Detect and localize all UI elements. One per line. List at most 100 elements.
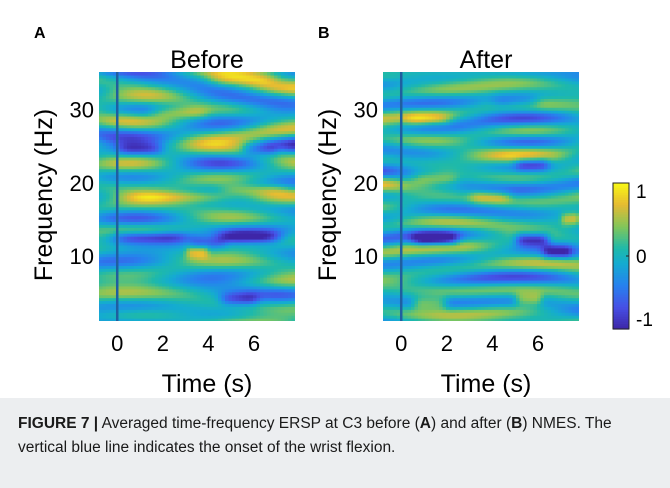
heatmap-cell: [193, 86, 198, 91]
heatmap-cell: [162, 113, 167, 117]
heatmap-cell: [228, 277, 233, 281]
heatmap-cell: [235, 145, 240, 149]
heatmap-cell: [246, 200, 251, 205]
heatmap-cell: [253, 206, 258, 211]
heatmap-cell: [214, 300, 219, 305]
heatmap-cell: [232, 288, 237, 293]
heatmap-cell: [256, 279, 261, 284]
heatmap-cell: [204, 288, 209, 293]
heatmap-cell: [242, 177, 247, 181]
heatmap-cell: [256, 309, 261, 313]
heatmap-cell: [284, 256, 289, 261]
heatmap-cell: [225, 215, 230, 220]
heatmap-cell: [137, 236, 142, 240]
heatmap-cell: [109, 159, 114, 164]
heatmap-cell: [113, 274, 118, 278]
heatmap-cell: [284, 142, 289, 146]
heatmap-cell: [165, 212, 170, 217]
heatmap-cell: [123, 209, 128, 214]
heatmap-cell: [197, 148, 202, 152]
heatmap-cell: [183, 268, 188, 272]
heatmap-cell: [267, 177, 272, 181]
heatmap-cell: [99, 127, 104, 132]
heatmap-cell: [249, 183, 254, 187]
heatmap-cell: [228, 110, 233, 114]
heatmap-cell: [169, 247, 174, 252]
heatmap-cell: [144, 215, 149, 220]
heatmap-cell: [193, 271, 198, 275]
heatmap-cell: [221, 221, 226, 225]
heatmap-cell: [151, 168, 156, 173]
heatmap-cell: [242, 282, 247, 287]
heatmap-cell: [291, 156, 295, 161]
heatmap-cell: [190, 101, 195, 105]
heatmap-cell: [270, 183, 275, 187]
heatmap-cell: [155, 274, 160, 278]
heatmap-cell: [228, 224, 233, 228]
heatmap-cell: [197, 165, 202, 170]
heatmap-cell: [183, 274, 188, 278]
heatmap-cell: [130, 80, 135, 85]
heatmap-cells: [383, 72, 579, 321]
heatmap-cell: [235, 195, 240, 199]
heatmap-cell: [288, 312, 293, 316]
heatmap-cell: [102, 256, 107, 261]
heatmap-cell: [274, 218, 279, 222]
heatmap-cell: [228, 294, 233, 299]
heatmap-cell: [151, 312, 156, 316]
heatmap-cell: [123, 238, 128, 243]
heatmap-cell: [176, 154, 181, 158]
heatmap-cell: [383, 72, 388, 76]
heatmap-cell: [148, 189, 153, 193]
heatmap-cell: [228, 230, 233, 234]
heatmap-cell: [123, 104, 128, 108]
heatmap-cell: [242, 95, 247, 99]
heatmap-cell: [274, 303, 279, 307]
heatmap-cell: [291, 180, 295, 184]
heatmap-cell: [228, 130, 233, 135]
heatmap-cell: [197, 115, 202, 120]
heatmap-cell: [109, 77, 114, 82]
heatmap-cell: [109, 139, 114, 143]
heatmap-cell: [235, 154, 240, 158]
heatmap-cell: [102, 89, 107, 94]
heatmap-cell: [291, 110, 295, 114]
heatmap-cell: [123, 300, 128, 305]
heatmap-cell: [239, 192, 244, 196]
heatmap-cell: [218, 315, 223, 319]
heatmap-cell: [267, 288, 272, 293]
heatmap-cell: [383, 80, 388, 85]
heatmap-cell: [165, 262, 170, 266]
heatmap-cell: [190, 136, 195, 140]
heatmap-cell: [263, 151, 268, 155]
heatmap-cell: [151, 271, 156, 275]
heatmap-cell: [386, 294, 391, 299]
heatmap-cell: [267, 221, 272, 225]
heatmap-cell: [239, 279, 244, 284]
heatmap-cell: [211, 89, 216, 94]
heatmap-cell: [390, 312, 395, 316]
heatmap-cell: [386, 312, 391, 316]
heatmap-cell: [270, 218, 275, 222]
heatmap-cell: [211, 309, 216, 313]
heatmap-cell: [239, 277, 244, 281]
heatmap-cell: [386, 200, 391, 205]
heatmap-cell: [155, 215, 160, 220]
heatmap-cell: [200, 183, 205, 187]
heatmap-cell: [109, 162, 114, 167]
heatmap-cell: [102, 306, 107, 310]
heatmap-cell: [176, 165, 181, 170]
heatmap-cell: [211, 95, 216, 99]
heatmap-cell: [277, 209, 282, 214]
heatmap-cell: [102, 250, 107, 255]
heatmap-cell: [288, 303, 293, 307]
heatmap-cell: [291, 124, 295, 129]
heatmap-cell: [130, 162, 135, 167]
heatmap-cell: [211, 174, 216, 179]
heatmap-cell: [228, 98, 233, 102]
heatmap-cell: [256, 233, 261, 237]
heatmap-cell: [165, 118, 170, 123]
heatmap-cell: [232, 151, 237, 155]
heatmap-cell: [106, 89, 111, 94]
heatmap-cell: [193, 145, 198, 149]
